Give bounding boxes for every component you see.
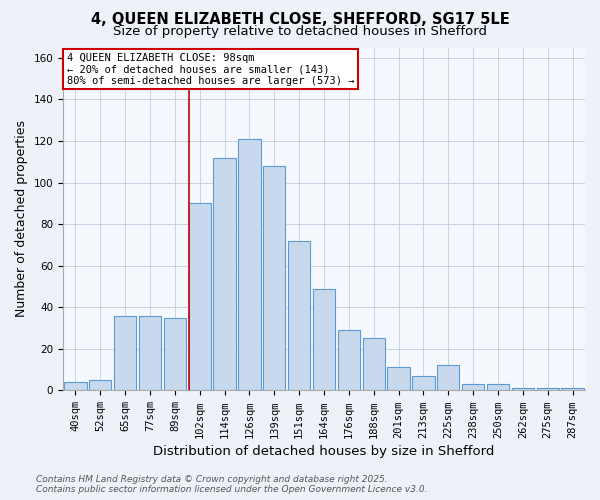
Bar xyxy=(487,384,509,390)
Bar xyxy=(139,316,161,390)
Bar xyxy=(114,316,136,390)
Bar xyxy=(388,368,410,390)
Bar xyxy=(313,288,335,390)
Y-axis label: Number of detached properties: Number of detached properties xyxy=(15,120,28,318)
Bar xyxy=(64,382,86,390)
Bar xyxy=(338,330,360,390)
Bar xyxy=(437,366,460,390)
Bar xyxy=(536,388,559,390)
Bar xyxy=(263,166,286,390)
Bar xyxy=(562,388,584,390)
Bar xyxy=(214,158,236,390)
Text: Size of property relative to detached houses in Shefford: Size of property relative to detached ho… xyxy=(113,24,487,38)
Bar xyxy=(288,240,310,390)
Bar xyxy=(412,376,434,390)
Text: 4 QUEEN ELIZABETH CLOSE: 98sqm
← 20% of detached houses are smaller (143)
80% of: 4 QUEEN ELIZABETH CLOSE: 98sqm ← 20% of … xyxy=(67,52,354,86)
Bar xyxy=(512,388,534,390)
Bar xyxy=(462,384,484,390)
Bar xyxy=(89,380,112,390)
Bar xyxy=(362,338,385,390)
Bar xyxy=(164,318,186,390)
Text: 4, QUEEN ELIZABETH CLOSE, SHEFFORD, SG17 5LE: 4, QUEEN ELIZABETH CLOSE, SHEFFORD, SG17… xyxy=(91,12,509,28)
X-axis label: Distribution of detached houses by size in Shefford: Distribution of detached houses by size … xyxy=(154,444,495,458)
Bar xyxy=(188,204,211,390)
Bar xyxy=(238,139,260,390)
Text: Contains HM Land Registry data © Crown copyright and database right 2025.
Contai: Contains HM Land Registry data © Crown c… xyxy=(36,474,427,494)
